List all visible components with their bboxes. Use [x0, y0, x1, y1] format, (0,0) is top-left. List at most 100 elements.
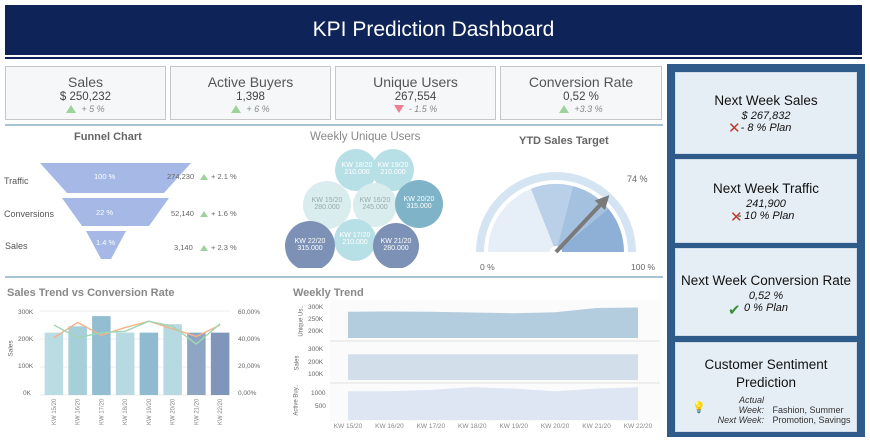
sales-bar[interactable] — [187, 332, 206, 395]
y-tick: 500 — [315, 403, 326, 410]
bubble-value: 315.000 — [406, 203, 432, 210]
sales-bar[interactable] — [68, 326, 87, 395]
y2-tick: 20,00% — [238, 363, 261, 370]
kpi-card-sales[interactable]: Sales $ 250,232 + 5 % — [5, 66, 166, 120]
kpi-name: Unique Users — [373, 74, 458, 90]
bubble-kw22[interactable] — [285, 221, 335, 268]
funnel-change: + 1.6 % — [200, 209, 237, 218]
bubble-week: KW 20/20 — [403, 196, 435, 203]
gauge-needle — [554, 202, 603, 254]
trend-up-icon — [200, 211, 208, 217]
bubble-kw15[interactable] — [303, 181, 351, 229]
sales-bar[interactable] — [44, 332, 64, 395]
trend-up-icon — [559, 105, 570, 113]
bubble-label: KW 16/20 245.000 — [359, 197, 391, 211]
card-plan: 0 % Plan — [743, 302, 789, 314]
x-tick-label: KW 19/20 — [147, 398, 153, 425]
weekly-area[interactable] — [348, 387, 638, 420]
bubble-kw21[interactable] — [373, 223, 419, 268]
kpi-card-active-buyers[interactable]: Active Buyers 1,398 + 6 % — [170, 66, 331, 120]
gauge-value-label: 74 % — [627, 174, 648, 184]
x-tick-label: KW 20/20 — [541, 423, 570, 430]
funnel-count: 274,230 — [167, 172, 195, 181]
prediction-panel: Next Week Sales $ 267,832 - 8 % Plan ✕ N… — [667, 64, 865, 437]
kpi-change: - 1.5 % — [336, 104, 495, 114]
weekly-area[interactable] — [348, 307, 638, 339]
conversion-rate-line[interactable] — [53, 320, 221, 345]
trend-up-icon — [66, 105, 77, 113]
weekly-trend-chart: KW 15/20 KW 16/20 KW 17/20 KW 18/20 KW 19/20… — [330, 300, 660, 430]
card-value: $ 267,832 — [741, 110, 791, 122]
kpi-value: 0,52 % — [563, 91, 599, 103]
sales-bar[interactable] — [92, 316, 111, 395]
kpi-name: Active Buyers — [207, 74, 294, 90]
prediction-card-conversion[interactable]: Next Week Conversion Rate 0,52 % 0 % Pla… — [675, 248, 857, 336]
y2-tick: 40,00% — [238, 336, 261, 343]
funnel-count: 52,140 — [171, 209, 194, 218]
dashboard-header: KPI Prediction Dashboard — [5, 5, 862, 55]
conversion-rate-line[interactable] — [53, 320, 221, 339]
trend-up-icon — [200, 245, 208, 251]
x-tick-label: KW 19/20 — [499, 423, 528, 430]
y-tick: 100K — [18, 363, 34, 370]
y-tick: 300K — [308, 304, 324, 311]
card-value: 241,900 — [746, 198, 786, 210]
trend-up-icon — [231, 105, 242, 113]
bubble-week: KW 22/20 — [294, 238, 326, 245]
funnel-change-text: + 1.6 % — [211, 209, 237, 218]
lightbulb-icon: 💡 — [692, 402, 706, 414]
gauge-min-label: 0 % — [480, 262, 495, 272]
funnel-stage-sales[interactable] — [86, 231, 126, 259]
gauge-needle-head — [594, 195, 610, 211]
kpi-change-text: - 1.5 % — [408, 104, 438, 114]
bubble-kw18[interactable] — [335, 149, 377, 191]
section-divider — [5, 276, 663, 278]
funnel-stage-traffic[interactable] — [40, 163, 191, 193]
funnel-stage-conversions[interactable] — [62, 198, 169, 226]
sales-trend-chart: KW 15/20 KW 16/20 KW 17/20 KW 18/20 KW 19/20… — [40, 310, 230, 425]
bubble-kw17[interactable] — [334, 219, 376, 261]
kpi-name: Conversion Rate — [528, 74, 634, 90]
bubble-week: KW 16/20 — [359, 197, 391, 204]
y-tick: 250K — [308, 316, 324, 323]
bubble-value: 210.000 — [342, 239, 368, 246]
x-tick-label: KW 22/20 — [624, 423, 653, 430]
bubble-kw20[interactable] — [395, 180, 443, 228]
bubble-week: KW 15/20 — [311, 197, 343, 204]
gauge-band — [556, 208, 624, 252]
trend-down-icon — [393, 105, 404, 113]
funnel-count: 3,140 — [174, 243, 193, 252]
x-tick-label: KW 15/20 — [52, 398, 58, 425]
x-tick-label: KW 16/20 — [375, 423, 404, 430]
cross-icon: ✕ — [730, 209, 743, 226]
kpi-change: + 6 % — [171, 104, 330, 114]
bubble-week: KW 18/20 — [341, 162, 373, 169]
bubble-value: 315.000 — [297, 245, 323, 252]
prediction-card-sales[interactable]: Next Week Sales $ 267,832 - 8 % Plan ✕ — [675, 72, 857, 154]
card-plan: - 8 % Plan — [740, 122, 792, 134]
kpi-change-text: + 6 % — [246, 104, 270, 114]
funnel-chart — [40, 163, 191, 259]
bubble-week: KW 17/20 — [339, 232, 371, 239]
sales-bar[interactable] — [163, 324, 182, 395]
y2-tick: 0,00% — [238, 390, 257, 397]
bubble-label: KW 19/20 210.000 — [377, 162, 409, 176]
gauge-max-label: 100 % — [631, 262, 656, 272]
sales-bar[interactable] — [115, 332, 135, 395]
x-tick-label: KW 18/20 — [458, 423, 487, 430]
card-title: Next Week Traffic — [712, 181, 820, 196]
weekly-area[interactable] — [348, 354, 638, 380]
sentiment-card[interactable]: Customer Sentiment Prediction Actual Wee… — [675, 342, 857, 432]
sales-bar[interactable] — [139, 332, 159, 395]
kpi-name: Sales — [67, 74, 104, 90]
funnel-change: + 2.3 % — [200, 243, 237, 252]
kpi-card-conversion-rate[interactable]: Conversion Rate 0,52 % +3.3 % — [500, 66, 662, 120]
bubble-kw19[interactable] — [372, 149, 414, 191]
bubble-kw16[interactable] — [353, 183, 397, 227]
kpi-change: +3.3 % — [501, 104, 661, 114]
sales-bar[interactable] — [210, 332, 230, 395]
sentiment-title: Customer Sentiment Prediction — [704, 357, 828, 390]
card-value: 0,52 % — [748, 290, 784, 302]
prediction-card-traffic[interactable]: Next Week Traffic 241,900 - 10 % Plan ✕ — [675, 159, 857, 243]
kpi-card-unique-users[interactable]: Unique Users 267,554 - 1.5 % — [335, 66, 496, 120]
